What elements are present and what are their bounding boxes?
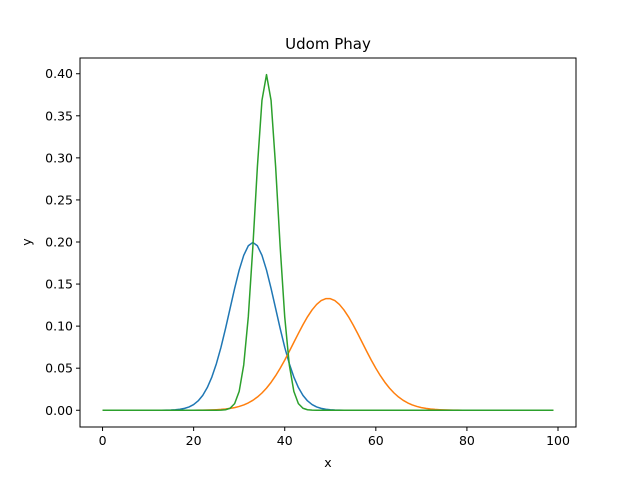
y-tick-label: 0.10: [45, 319, 73, 334]
y-tick-label: 0.30: [45, 150, 73, 165]
plot-frame: [79, 57, 577, 428]
y-tick-label: 0.25: [45, 192, 73, 207]
series-line-3: [102, 73, 554, 412]
y-tick-label: 0.35: [45, 108, 73, 123]
x-tick-label: 0: [99, 433, 107, 448]
y-tick-label: 0.20: [45, 234, 73, 249]
x-tick-label: 20: [186, 433, 202, 448]
x-tick-label: 60: [368, 433, 384, 448]
plot-area: [102, 73, 554, 412]
y-tick-label: 0.05: [45, 361, 73, 376]
x-axis-label: x: [324, 455, 331, 470]
y-tick-label: 0.15: [45, 277, 73, 292]
x-tick-label: 100: [546, 433, 570, 448]
chart-title: Udom Phay: [285, 35, 371, 53]
x-tick-label: 80: [459, 433, 475, 448]
axis-ticks: 0 20 40 60 80 100 0.00 0.05 0.10 0.15 0.20 0.25 0.30…: [45, 66, 570, 448]
x-tick-label: 40: [277, 433, 293, 448]
y-tick-label: 0.40: [45, 66, 73, 81]
y-axis-label: y: [19, 238, 34, 246]
y-tick-label: 0.00: [45, 403, 73, 418]
